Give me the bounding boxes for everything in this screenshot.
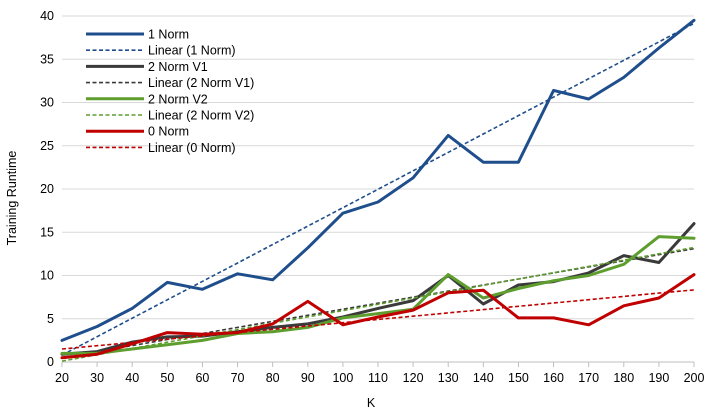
x-tick-label: 130 (438, 371, 459, 385)
y-tick-label: 10 (40, 269, 54, 283)
x-tick-label: 20 (55, 371, 69, 385)
series-line-2 (60, 222, 696, 356)
x-tick-label: 40 (125, 371, 139, 385)
series-lines (60, 18, 696, 362)
x-tick-label: 110 (368, 371, 388, 385)
legend-label-5: Linear (2 Norm V2) (148, 109, 254, 123)
series-line-5 (61, 246, 695, 362)
y-tick-label: 20 (40, 182, 54, 196)
series-line-0 (60, 18, 696, 342)
x-tick-label: 100 (332, 371, 353, 385)
x-tick-label: 70 (231, 371, 245, 385)
x-tick-label: 180 (613, 371, 634, 385)
y-tick-label: 0 (47, 355, 54, 369)
series-line-3 (61, 247, 695, 359)
legend-label-1: Linear (1 Norm) (148, 44, 236, 58)
y-tick-label: 40 (40, 9, 54, 23)
legend: 1 Norm Linear (1 Norm) 2 Norm V1 Linear (2 … (86, 28, 254, 155)
y-tick-label: 5 (47, 312, 54, 326)
x-tick-label: 80 (266, 371, 280, 385)
legend-label-7: Linear (0 Norm) (148, 141, 236, 155)
x-tick-label: 50 (160, 371, 174, 385)
x-tick-label: 150 (508, 371, 529, 385)
x-tick-label: 160 (543, 371, 564, 385)
x-tick-label: 60 (195, 371, 209, 385)
axes (61, 361, 695, 367)
series-line-4 (60, 235, 696, 355)
series-line-6 (60, 273, 696, 360)
y-axis-title: Training Runtime (5, 151, 19, 246)
y-tick-label: 30 (40, 96, 54, 110)
legend-label-6: 0 Norm (148, 125, 189, 139)
x-tick-label: 200 (684, 371, 705, 385)
y-tick-label: 15 (40, 225, 54, 239)
x-tick-label: 140 (473, 371, 494, 385)
y-tick-label: 25 (40, 139, 54, 153)
x-tick-label: 170 (578, 371, 599, 385)
legend-label-4: 2 Norm V2 (148, 92, 208, 106)
x-tick-label: 30 (90, 371, 104, 385)
tick-labels: 0 5 10 15 20 25 30 35 40 20 30 40 50 60 70 80 90 100 110 12… (40, 9, 704, 385)
legend-label-0: 1 Norm (148, 28, 189, 42)
series-line-7 (61, 289, 695, 350)
x-tick-label: 190 (648, 371, 669, 385)
legend-label-3: Linear (2 Norm V1) (148, 76, 254, 90)
series-line-1 (61, 22, 695, 356)
legend-label-2: 2 Norm V1 (148, 60, 208, 74)
x-axis-title: K (367, 396, 376, 410)
x-tick-label: 90 (301, 371, 315, 385)
y-tick-label: 35 (40, 52, 54, 66)
x-tick-label: 120 (403, 371, 424, 385)
gridlines (62, 15, 694, 320)
